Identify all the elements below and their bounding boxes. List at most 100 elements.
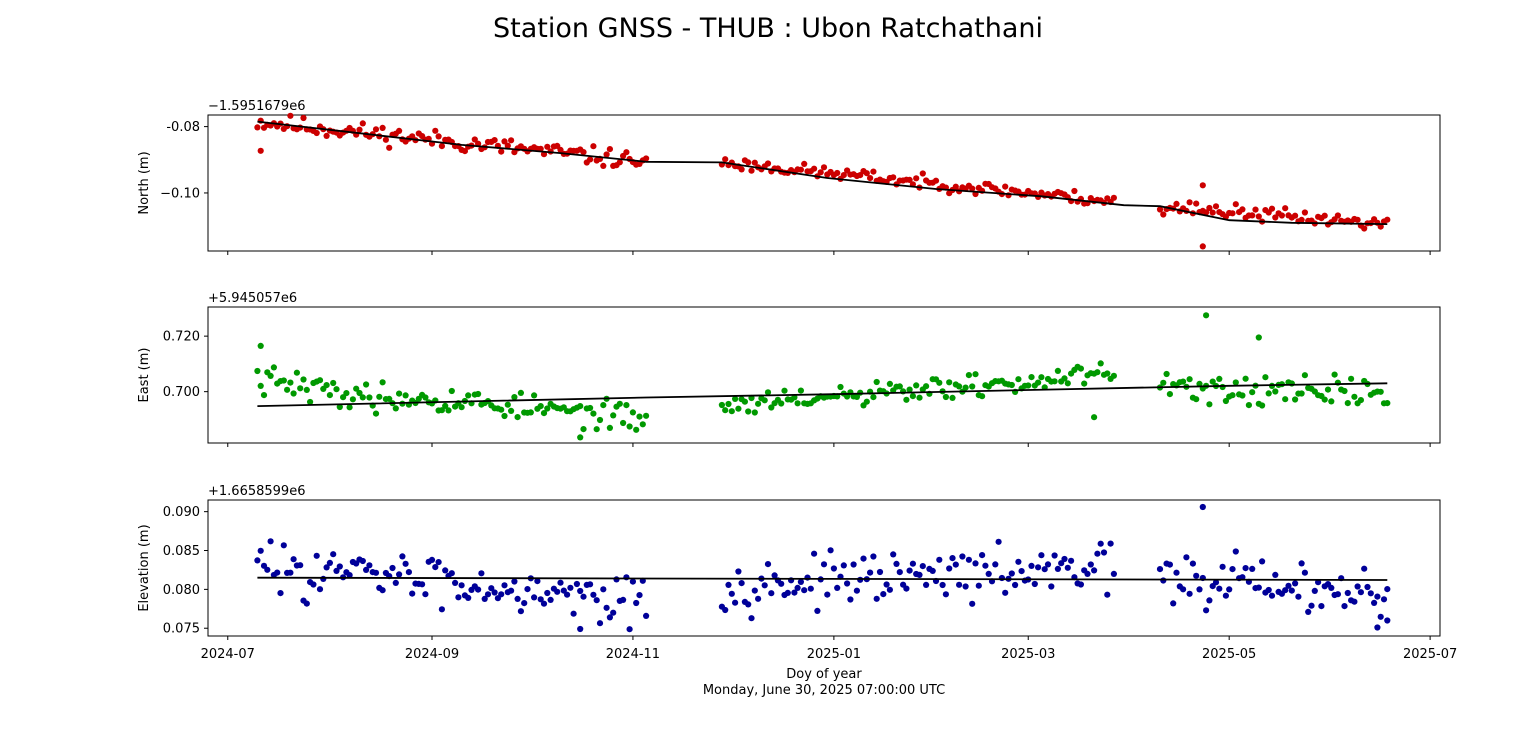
data-point bbox=[639, 421, 646, 428]
data-point bbox=[896, 383, 903, 390]
data-point bbox=[1018, 568, 1025, 575]
data-point bbox=[732, 599, 739, 606]
data-point bbox=[396, 390, 403, 397]
data-point bbox=[540, 600, 548, 607]
data-point bbox=[952, 183, 959, 190]
data-point bbox=[745, 601, 752, 608]
data-point bbox=[610, 412, 617, 419]
data-point bbox=[336, 403, 343, 411]
offset-text: −1.5951679e6 bbox=[208, 99, 305, 114]
data-point bbox=[942, 393, 950, 401]
data-point bbox=[577, 403, 584, 410]
data-point bbox=[949, 394, 956, 401]
data-point bbox=[1239, 206, 1246, 213]
data-point bbox=[419, 581, 426, 588]
data-point bbox=[590, 591, 597, 598]
data-point bbox=[913, 382, 920, 389]
data-point bbox=[906, 386, 913, 393]
data-point bbox=[501, 582, 508, 589]
data-point bbox=[620, 596, 627, 604]
data-point bbox=[1084, 570, 1091, 578]
data-point bbox=[992, 561, 999, 568]
data-point bbox=[1255, 334, 1262, 341]
data-point bbox=[257, 547, 264, 554]
data-point bbox=[1259, 558, 1266, 565]
data-point bbox=[1324, 386, 1332, 393]
data-point bbox=[359, 394, 366, 401]
data-point bbox=[932, 177, 940, 184]
data-point bbox=[1384, 617, 1391, 624]
data-point bbox=[764, 389, 772, 396]
data-point bbox=[537, 403, 544, 410]
data-point bbox=[287, 379, 294, 386]
data-point bbox=[820, 164, 828, 171]
data-point bbox=[764, 160, 772, 167]
data-point bbox=[867, 569, 874, 576]
data-point bbox=[1367, 590, 1374, 597]
data-point bbox=[293, 369, 300, 376]
x-tick-label: 2024-11 bbox=[606, 647, 660, 662]
data-point bbox=[1064, 380, 1071, 387]
data-point bbox=[448, 387, 455, 395]
data-point bbox=[1318, 603, 1325, 610]
data-point bbox=[820, 561, 828, 568]
data-point bbox=[1361, 225, 1368, 232]
data-point bbox=[422, 591, 429, 598]
data-point bbox=[735, 568, 742, 575]
data-point bbox=[326, 392, 333, 399]
data-point bbox=[1110, 570, 1117, 578]
x-tick-label: 2024-09 bbox=[405, 647, 459, 662]
data-point bbox=[1321, 396, 1328, 403]
data-point bbox=[873, 378, 880, 386]
data-point bbox=[590, 410, 597, 417]
data-point bbox=[870, 553, 877, 560]
data-point bbox=[392, 579, 399, 587]
data-point bbox=[1374, 593, 1381, 600]
data-point bbox=[557, 579, 564, 586]
data-point bbox=[257, 382, 264, 389]
data-point bbox=[923, 383, 930, 390]
data-point bbox=[1209, 378, 1216, 385]
data-point bbox=[1351, 393, 1358, 400]
data-point bbox=[508, 407, 515, 414]
data-point bbox=[290, 556, 297, 563]
data-point bbox=[616, 159, 623, 166]
data-point bbox=[267, 538, 274, 545]
data-point bbox=[511, 394, 518, 401]
data-point bbox=[590, 143, 597, 150]
data-point bbox=[738, 580, 745, 587]
data-point bbox=[333, 386, 340, 393]
data-point bbox=[1015, 558, 1022, 565]
data-point bbox=[972, 560, 979, 567]
data-point bbox=[814, 607, 821, 615]
data-point bbox=[768, 404, 775, 411]
data-point bbox=[794, 584, 801, 592]
y-axis-label: Elevation (m) bbox=[137, 524, 152, 611]
data-point bbox=[1288, 587, 1295, 594]
data-point bbox=[965, 556, 973, 563]
data-point bbox=[1206, 401, 1213, 408]
data-point bbox=[1239, 574, 1246, 581]
data-point bbox=[903, 585, 910, 592]
data-point bbox=[1380, 596, 1388, 603]
data-point bbox=[748, 615, 755, 622]
data-point bbox=[755, 595, 762, 602]
data-point bbox=[616, 400, 623, 407]
data-point bbox=[458, 404, 465, 411]
data-point bbox=[1229, 210, 1236, 217]
data-point bbox=[860, 555, 867, 562]
data-point bbox=[1196, 380, 1203, 387]
data-point bbox=[1292, 212, 1299, 219]
data-point bbox=[863, 398, 870, 405]
offset-text: +1.6658599e6 bbox=[208, 484, 305, 499]
data-point bbox=[896, 569, 903, 576]
data-point bbox=[840, 172, 847, 179]
data-point bbox=[1229, 392, 1236, 399]
data-point bbox=[1193, 200, 1200, 207]
data-point bbox=[547, 596, 554, 604]
data-point bbox=[435, 559, 442, 566]
data-point bbox=[1298, 560, 1305, 567]
data-point bbox=[811, 550, 818, 557]
data-point bbox=[1048, 583, 1055, 590]
